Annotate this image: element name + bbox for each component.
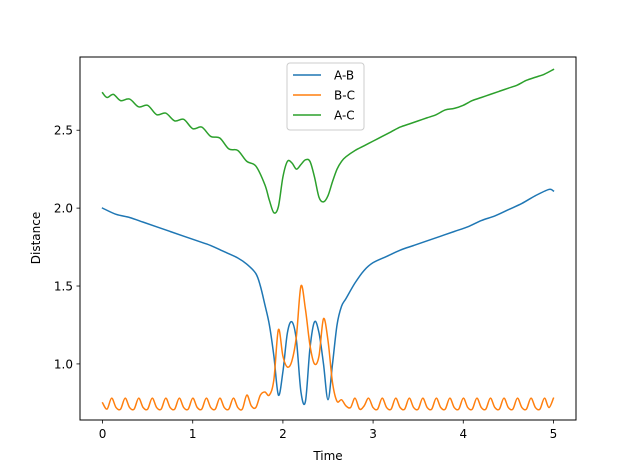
y-tick-label: 2.5 [54,124,73,138]
x-tick-label: 4 [459,427,467,441]
series-line-a-b [101,188,555,406]
x-axis: 0 1 2 3 4 5 [99,420,558,441]
y-tick-label: 1.5 [54,280,73,294]
x-axis-label: Time [312,449,342,463]
legend-label-a-c: A-C [334,109,355,123]
legend-label-a-b: A-B [334,69,354,83]
legend-label-b-c: B-C [334,89,355,103]
series-line-a-c [101,68,555,214]
x-tick-label: 3 [369,427,377,441]
x-tick-label: 1 [189,427,197,441]
x-tick-label: 5 [550,427,558,441]
series-layer [101,68,555,411]
plot-frame [79,56,577,421]
x-tick-label: 2 [279,427,287,441]
y-axis: 1.0 1.5 2.0 2.5 [54,124,80,371]
y-axis-label: Distance [29,212,43,264]
x-tick-label: 0 [99,427,107,441]
series-line-b-c [101,284,555,411]
y-tick-label: 2.0 [54,202,73,216]
legend: A-B B-C A-C [286,62,365,131]
legend-box [286,62,365,131]
y-tick-label: 1.0 [54,357,73,371]
